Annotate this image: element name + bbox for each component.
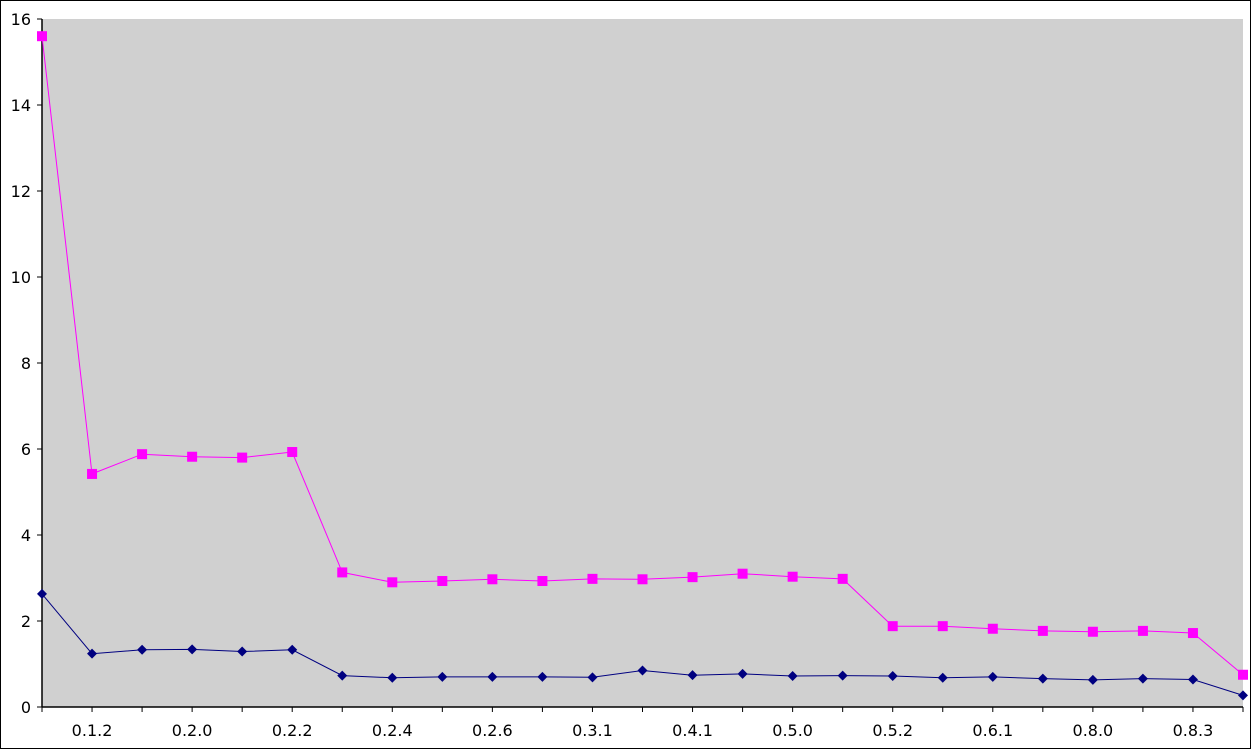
data-point [887, 621, 898, 632]
data-point [387, 577, 398, 588]
data-point [637, 574, 648, 585]
x-tick-label: 0.3.1 [572, 721, 613, 740]
data-point [437, 576, 448, 587]
data-point [1037, 625, 1048, 636]
data-point [1087, 626, 1098, 637]
data-point [887, 671, 898, 682]
y-tick-label: 16 [11, 10, 31, 29]
data-point [1187, 628, 1198, 639]
y-tick-label: 8 [21, 354, 31, 373]
y-tick-label: 14 [11, 96, 31, 115]
data-point [137, 449, 148, 460]
data-point [687, 670, 698, 681]
x-tick-label: 0.2.2 [272, 721, 313, 740]
data-point [837, 573, 848, 584]
data-point [187, 451, 198, 462]
data-point [1187, 674, 1198, 685]
data-point [487, 671, 498, 682]
data-point [487, 574, 498, 585]
y-tick-label: 2 [21, 612, 31, 631]
x-tick-label: 0.2.6 [472, 721, 513, 740]
series-2 [37, 588, 1248, 701]
data-point [537, 671, 548, 682]
y-tick-label: 12 [11, 182, 31, 201]
data-point [1238, 690, 1248, 701]
series-layer [37, 31, 1248, 701]
data-point [737, 668, 748, 679]
data-point [837, 670, 848, 681]
data-point [37, 588, 47, 599]
x-tick-label: 0.6.1 [972, 721, 1013, 740]
data-point [337, 670, 348, 681]
data-point [937, 672, 948, 683]
data-point [237, 646, 248, 657]
data-point [137, 644, 148, 655]
data-point [1087, 674, 1098, 685]
plot-area [42, 19, 1243, 707]
y-tick-label: 6 [21, 440, 31, 459]
data-point [787, 571, 798, 582]
x-axis: 0.1.2 0.2.0 0.2.2 0.2.4 0.2.6 0.3.1 0.4.1 0.5.0… [41, 706, 1244, 740]
x-tick-label: 0.4.1 [672, 721, 713, 740]
data-point [387, 672, 398, 683]
data-point [37, 31, 47, 42]
data-point [437, 671, 448, 682]
x-tick-label: 0.5.2 [872, 721, 913, 740]
data-point [337, 567, 348, 578]
data-point [987, 623, 998, 634]
x-tick-label: 0.8.3 [1173, 721, 1214, 740]
data-point [787, 671, 798, 682]
x-tick-label: 0.1.2 [72, 721, 113, 740]
data-point [1037, 673, 1048, 684]
data-point [687, 572, 698, 583]
data-point [1238, 669, 1248, 680]
data-point [87, 648, 98, 659]
data-point [937, 621, 948, 632]
series-1 [37, 31, 1248, 680]
data-point [587, 573, 598, 584]
data-point [287, 447, 298, 458]
y-tick-label: 0 [21, 698, 31, 717]
data-point [987, 671, 998, 682]
data-point [287, 644, 298, 655]
data-point [637, 665, 648, 676]
data-point [587, 672, 598, 683]
data-point [87, 468, 98, 479]
data-point [537, 576, 548, 587]
y-tick-label: 4 [21, 526, 31, 545]
x-tick-label: 0.5.0 [772, 721, 813, 740]
x-tick-label: 0.2.4 [372, 721, 413, 740]
data-point [1137, 625, 1148, 636]
x-tick-label: 0.2.0 [172, 721, 213, 740]
y-tick-label: 10 [11, 268, 31, 287]
y-axis: 0 2 4 6 8 10 12 14 16 [11, 10, 43, 717]
data-point [237, 452, 248, 463]
data-point [737, 568, 748, 579]
data-point [1137, 673, 1148, 684]
data-point [187, 644, 198, 655]
x-tick-label: 0.8.0 [1073, 721, 1114, 740]
